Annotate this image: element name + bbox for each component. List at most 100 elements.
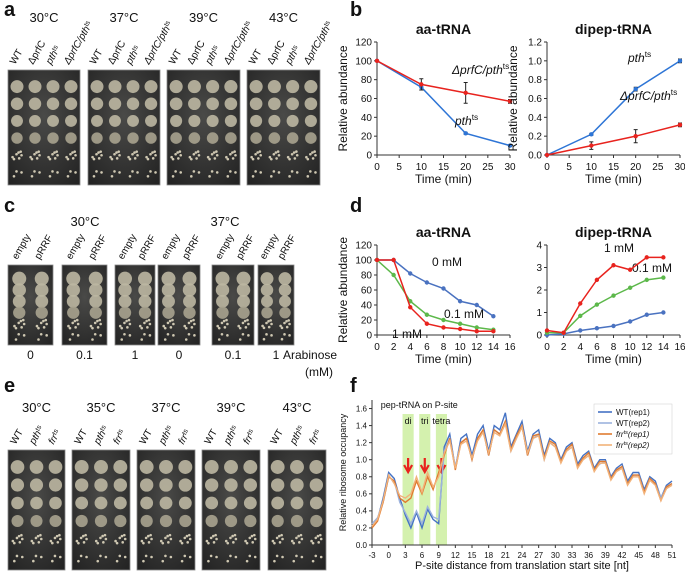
data-point	[594, 302, 600, 307]
colony-spot	[75, 514, 88, 528]
colony-spot	[51, 541, 54, 545]
colony-spot	[277, 153, 281, 157]
colony-spot	[15, 152, 18, 156]
colony-spot	[118, 294, 132, 308]
colony-spot	[176, 151, 179, 154]
colony-spot	[127, 114, 139, 127]
data-point	[424, 312, 430, 317]
x-tick-label: 15	[468, 551, 477, 560]
colony-spot	[194, 151, 198, 154]
colony-spot	[210, 170, 214, 173]
colony-spot	[128, 174, 132, 178]
colony-spot	[96, 319, 99, 323]
colony-spot	[224, 114, 237, 127]
colony-spot	[148, 322, 152, 326]
data-point	[491, 329, 496, 334]
colony-spot	[51, 559, 54, 563]
colony-spot	[261, 324, 264, 328]
colony-spot	[244, 514, 257, 528]
colony-spot	[115, 541, 119, 545]
colony-spot	[212, 541, 216, 544]
colony-spot	[35, 283, 49, 297]
data-point	[644, 255, 649, 260]
data-point	[544, 328, 550, 333]
colony-spot	[286, 155, 290, 159]
colony-spot	[211, 534, 215, 538]
colony-spot	[166, 534, 169, 538]
colony-spot	[225, 132, 237, 144]
y-tick-label: 0.2	[356, 524, 368, 533]
colony-spot	[68, 326, 72, 330]
y-tick-label: 0.6	[356, 490, 368, 499]
colony-spot	[311, 151, 314, 154]
column-label: pthts	[91, 424, 111, 448]
colony-spot	[94, 478, 108, 492]
colony-spot	[153, 150, 157, 153]
colony-spot	[304, 114, 317, 127]
colony-spot	[71, 151, 74, 154]
y-tick-label: 1.4	[356, 421, 368, 430]
colony-spot	[287, 319, 291, 322]
colony-spot	[120, 338, 124, 341]
colony-spot	[103, 533, 107, 537]
colony-spot	[11, 132, 23, 144]
colony-spot	[66, 283, 80, 297]
colony-spot	[172, 322, 175, 326]
colony-spot	[146, 157, 150, 161]
colony-spot	[229, 554, 232, 558]
colony-spot	[209, 536, 213, 540]
temperature-label: 30°C	[29, 10, 58, 25]
colony-spot	[265, 333, 268, 336]
colony-spot	[118, 171, 121, 174]
colony-spot	[67, 324, 70, 328]
colony-spot	[145, 132, 157, 144]
y-tick-label: 100	[355, 56, 372, 67]
series-line	[546, 256, 664, 334]
colony-spot	[159, 460, 173, 474]
colony-spot	[20, 171, 23, 174]
colony-spot	[94, 514, 108, 528]
colony-spot	[30, 174, 34, 178]
colony-spot	[205, 514, 218, 528]
data-point	[644, 277, 649, 283]
data-point	[544, 152, 550, 158]
colony-spot	[35, 151, 38, 154]
colony-spot	[295, 171, 299, 174]
column-label: pRRF	[235, 233, 258, 261]
x-tick-label: 4	[407, 342, 413, 353]
text-part: pth	[454, 114, 472, 128]
x-tick-label: 2	[391, 342, 397, 353]
data-point	[457, 299, 463, 304]
colony-spot	[246, 318, 249, 322]
colony-spot	[48, 478, 63, 492]
y-axis-label: Relative abundance	[336, 45, 350, 151]
legend-label: frrts(rep2)	[616, 441, 650, 450]
colony-spot	[190, 326, 194, 329]
colony-spot	[295, 536, 298, 540]
colony-spot	[280, 533, 283, 537]
colony-spot	[275, 554, 279, 558]
colony-spot	[190, 175, 193, 178]
temperature-label: 37°C	[109, 10, 138, 25]
colony-spot	[75, 496, 89, 510]
text-part: ΔprfC/pth	[451, 63, 503, 77]
data-point	[463, 90, 468, 96]
text-part: frr	[616, 441, 624, 450]
colony-spot	[210, 152, 214, 156]
x-tick-label: 48	[651, 551, 660, 560]
colony-spot	[151, 157, 155, 160]
colony-spot	[126, 80, 140, 94]
x-tick-label: 3	[403, 551, 408, 560]
colony-spot	[286, 132, 299, 144]
colony-spot	[144, 80, 158, 94]
series-label: pthts	[627, 49, 651, 65]
colony-spot	[81, 534, 85, 538]
colony-spot	[260, 283, 274, 297]
data-point	[391, 272, 396, 278]
colony-spot	[20, 555, 24, 559]
colony-spot	[292, 151, 296, 154]
colony-spot	[229, 152, 232, 156]
column-label: WT	[269, 428, 286, 447]
colony-spot	[215, 555, 218, 559]
colony-spot	[20, 537, 24, 541]
